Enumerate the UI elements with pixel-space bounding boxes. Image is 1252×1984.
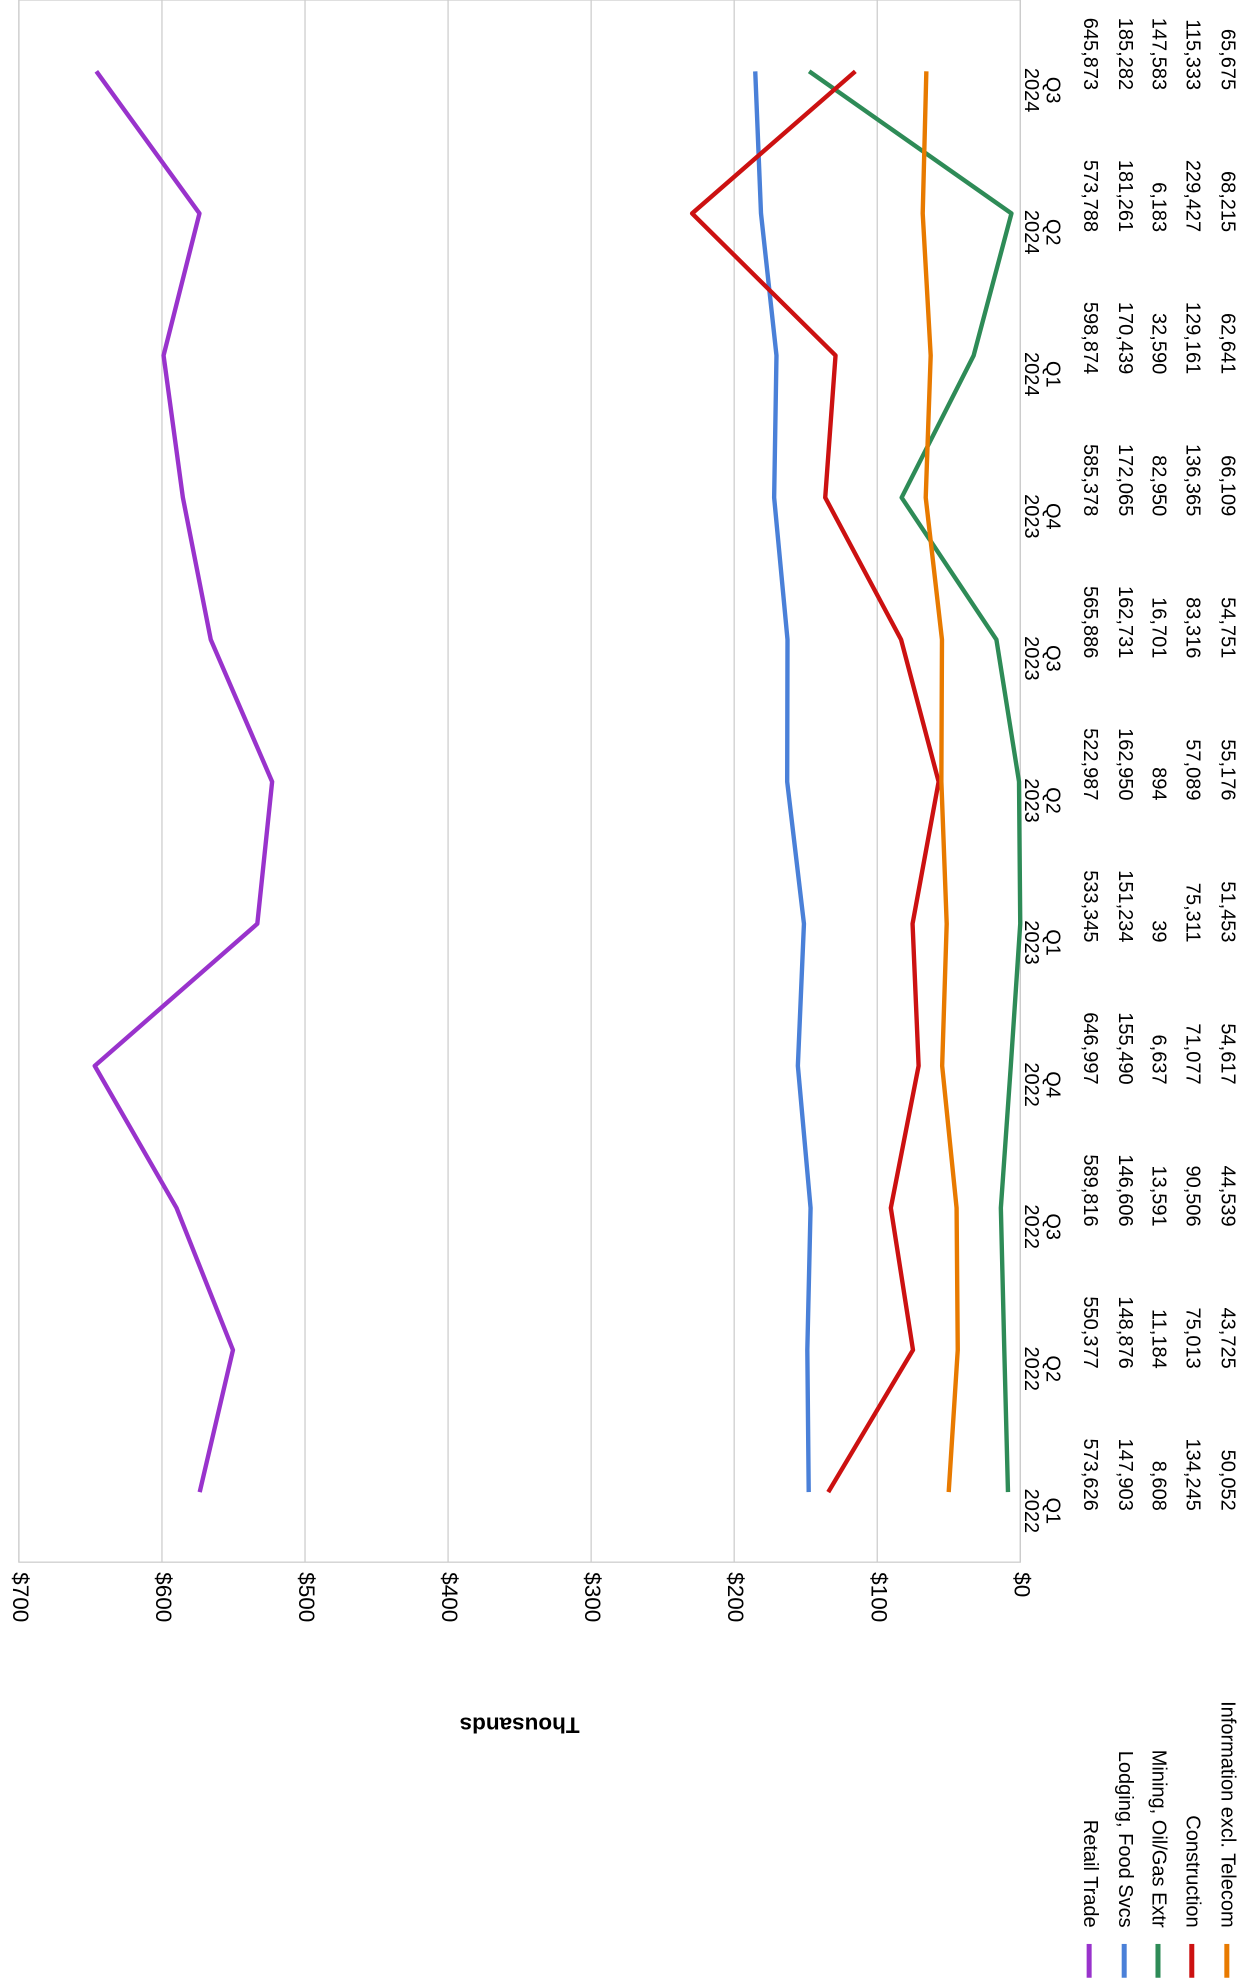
- legend-label: Mining, Oil/Gas Extr: [1148, 1750, 1170, 1928]
- table-value: 65,675: [1217, 29, 1239, 90]
- table-value: 589,816: [1079, 1154, 1101, 1226]
- table-value: 229,427: [1182, 160, 1204, 232]
- series-line: [807, 69, 1023, 1493]
- table-value: 55,176: [1217, 739, 1239, 800]
- table-value: 43,725: [1217, 1308, 1239, 1369]
- table-value: 162,950: [1114, 728, 1136, 800]
- table-value: 147,583: [1148, 18, 1170, 90]
- x-tick-label: Q2: [1041, 1355, 1063, 1382]
- table-value: 71,077: [1182, 1023, 1204, 1084]
- table-value: 51,453: [1217, 881, 1239, 942]
- table-value: 151,234: [1114, 870, 1136, 942]
- y-tick-label: $400: [437, 1572, 462, 1622]
- x-tick-label: 2024: [1020, 352, 1042, 397]
- x-tick-label: 2024: [1020, 68, 1042, 113]
- table-value: 533,345: [1079, 870, 1101, 942]
- x-tick-label: Q2: [1041, 787, 1063, 814]
- table-value: 148,876: [1114, 1296, 1136, 1368]
- legend-label: Lodging, Food Svcs: [1114, 1751, 1136, 1928]
- series-line: [920, 71, 960, 1493]
- table-value: 181,261: [1114, 160, 1136, 232]
- x-tick-label: Q2: [1041, 219, 1063, 246]
- table-value: 66,109: [1217, 455, 1239, 516]
- table-value: 146,606: [1114, 1154, 1136, 1226]
- table-value: 147,903: [1114, 1438, 1136, 1510]
- table-value: 54,751: [1217, 597, 1239, 658]
- x-tick-label: 2022: [1020, 1489, 1042, 1534]
- table-value: 162,731: [1114, 586, 1136, 658]
- x-tick-label: 2023: [1020, 636, 1042, 681]
- table-value: 68,215: [1217, 171, 1239, 232]
- x-tick-label: 2023: [1020, 920, 1042, 965]
- table-value: 646,997: [1079, 1012, 1101, 1084]
- table-value: 645,873: [1079, 18, 1101, 90]
- table-value: 134,245: [1182, 1438, 1204, 1510]
- table-value: 90,506: [1182, 1165, 1204, 1226]
- x-tick-label: Q3: [1041, 77, 1063, 104]
- table-value: 598,874: [1079, 302, 1101, 374]
- x-tick-label: Q1: [1041, 929, 1063, 956]
- table-value: 155,490: [1114, 1012, 1136, 1084]
- x-tick-label: Q3: [1041, 645, 1063, 672]
- series-line: [92, 70, 275, 1493]
- x-tick-label: Q3: [1041, 1213, 1063, 1240]
- x-tick-label: 2023: [1020, 494, 1042, 539]
- legend-label: Retail Trade: [1079, 1820, 1101, 1928]
- table-value: 32,590: [1148, 313, 1170, 374]
- table-value: 172,065: [1114, 444, 1136, 516]
- series-line: [689, 69, 941, 1494]
- table-value: 75,013: [1182, 1308, 1204, 1369]
- table-value: 585,378: [1079, 444, 1101, 516]
- table-value: 6,637: [1148, 1035, 1170, 1085]
- x-tick-label: Q4: [1041, 1071, 1063, 1098]
- x-tick-label: 2022: [1020, 1062, 1042, 1107]
- axis-title: Thousands: [460, 1713, 580, 1738]
- legend-label: Construction: [1182, 1815, 1204, 1927]
- series-line: [753, 71, 813, 1493]
- x-tick-label: Q1: [1041, 361, 1063, 388]
- x-tick-label: Q1: [1041, 1497, 1063, 1524]
- table-value: 6,183: [1148, 182, 1170, 232]
- table-value: 573,626: [1079, 1438, 1101, 1510]
- y-tick-label: $700: [8, 1572, 33, 1622]
- table-value: 565,886: [1079, 586, 1101, 658]
- table-value: 522,987: [1079, 728, 1101, 800]
- x-tick-label: Q4: [1041, 503, 1063, 530]
- table-value: 82,950: [1148, 455, 1170, 516]
- table-value: 185,282: [1114, 18, 1136, 90]
- table-value: 44,539: [1217, 1165, 1239, 1226]
- table-value: 50,052: [1217, 1450, 1239, 1511]
- table-value: 573,788: [1079, 160, 1101, 232]
- table-value: 75,311: [1182, 883, 1204, 943]
- legend-label: Information excl. Telecom: [1217, 1701, 1239, 1928]
- table-value: 54,617: [1217, 1023, 1239, 1084]
- table-value: 129,161: [1182, 302, 1204, 374]
- x-tick-label: 2022: [1020, 1347, 1042, 1392]
- table-value: 8,608: [1148, 1461, 1170, 1511]
- y-tick-label: $0: [1009, 1572, 1034, 1597]
- x-tick-label: 2022: [1020, 1204, 1042, 1249]
- table-value: 11,184: [1148, 1309, 1170, 1369]
- table-value: 16,701: [1148, 597, 1170, 658]
- table-value: 894: [1148, 767, 1170, 800]
- table-value: 550,377: [1079, 1296, 1101, 1368]
- table-value: 115,333: [1182, 19, 1204, 90]
- table-value: 136,365: [1182, 444, 1204, 516]
- table-value: 83,316: [1182, 597, 1204, 658]
- table-value: 57,089: [1182, 739, 1204, 800]
- y-tick-label: $300: [580, 1572, 605, 1622]
- y-tick-label: $500: [294, 1572, 319, 1622]
- y-tick-label: $600: [151, 1572, 176, 1622]
- x-tick-label: 2023: [1020, 778, 1042, 823]
- y-tick-label: $100: [866, 1572, 891, 1622]
- x-tick-label: 2024: [1020, 210, 1042, 255]
- table-value: 62,641: [1217, 313, 1239, 374]
- table-value: 13,591: [1148, 1165, 1170, 1226]
- y-tick-label: $200: [723, 1572, 748, 1622]
- table-value: 170,439: [1114, 302, 1136, 374]
- plot-frame: [18, 0, 1021, 1563]
- table-value: 39: [1148, 920, 1170, 942]
